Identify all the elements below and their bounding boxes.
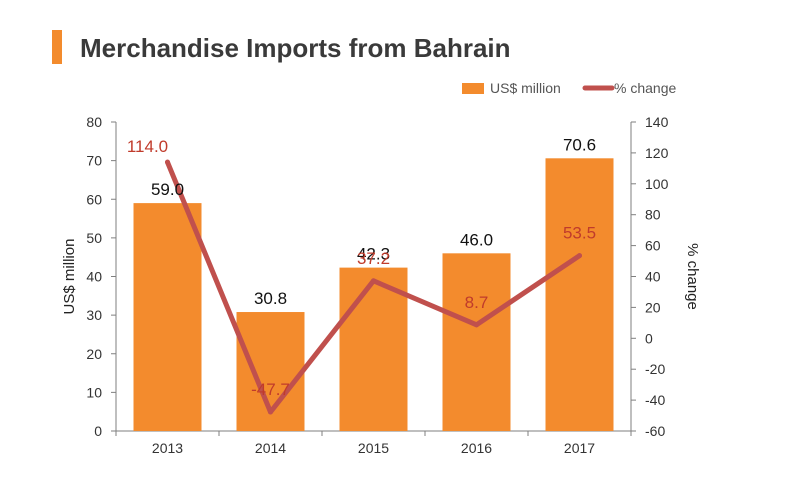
legend-line-label: % change xyxy=(614,80,676,96)
right-tick-label: -20 xyxy=(645,361,665,377)
line-point-2016 xyxy=(474,322,479,328)
axes: 0 10 20 30 40 50 60 70 80 -60 -40 -20 0 20 40 60 80 100 12… xyxy=(61,114,701,456)
left-tick-label: 60 xyxy=(86,191,102,207)
bar-2015 xyxy=(339,267,408,431)
x-tick-label: 2015 xyxy=(358,440,389,456)
line-value-label: 114.0 xyxy=(127,137,168,156)
right-tick-label: 0 xyxy=(645,330,653,346)
left-tick-label: 10 xyxy=(86,384,102,400)
line-point-2015 xyxy=(371,278,376,284)
bar-2016 xyxy=(442,253,511,431)
left-tick-label: 70 xyxy=(86,153,102,169)
right-tick-label: 140 xyxy=(645,114,669,130)
bar-2017 xyxy=(545,158,614,431)
bar-value-label: 46.0 xyxy=(460,230,493,249)
left-tick-label: 80 xyxy=(86,114,102,130)
legend: US$ million % change xyxy=(462,80,676,96)
data-labels: 59.0 30.8 42.3 46.0 70.6 114.0 -47.7 37.2 8.7 53.… xyxy=(127,135,596,399)
right-tick-label: 120 xyxy=(645,145,669,161)
left-tick-label: 0 xyxy=(94,423,102,439)
y2-axis-title: % change xyxy=(684,243,701,310)
x-tick-label: 2014 xyxy=(255,440,286,456)
x-tick-label: 2016 xyxy=(461,440,492,456)
x-tick-label: 2013 xyxy=(152,440,183,456)
chart-title: Merchandise Imports from Bahrain xyxy=(80,33,511,63)
x-tick-label: 2017 xyxy=(564,440,595,456)
legend-bar-swatch xyxy=(462,83,484,94)
right-tick-label: 100 xyxy=(645,176,669,192)
right-tick-label: 80 xyxy=(645,207,661,223)
line-value-label: -47.7 xyxy=(251,380,290,399)
bar-2013 xyxy=(133,203,202,431)
line-series xyxy=(165,159,582,415)
y-axis-title: US$ million xyxy=(61,239,78,315)
left-tick-label: 30 xyxy=(86,307,102,323)
line-value-label: 37.2 xyxy=(357,249,390,268)
bar-series xyxy=(133,158,614,431)
right-tick-label: -40 xyxy=(645,392,665,408)
right-tick-label: 20 xyxy=(645,299,661,315)
title-accent-bar xyxy=(52,30,62,64)
right-tick-label: 60 xyxy=(645,238,661,254)
bar-value-label: 30.8 xyxy=(254,289,287,308)
bar-value-label: 59.0 xyxy=(151,180,184,199)
left-tick-label: 20 xyxy=(86,346,102,362)
left-tick-label: 50 xyxy=(86,230,102,246)
line-value-label: 53.5 xyxy=(563,224,596,243)
line-point-2014 xyxy=(268,409,273,415)
right-tick-label: -60 xyxy=(645,423,665,439)
line-point-2017 xyxy=(577,253,582,259)
legend-bar-label: US$ million xyxy=(490,80,561,96)
line-value-label: 8.7 xyxy=(465,293,489,312)
bar-value-label: 70.6 xyxy=(563,135,596,154)
left-tick-label: 40 xyxy=(86,269,102,285)
right-tick-label: 40 xyxy=(645,269,661,285)
line-point-2013 xyxy=(165,159,170,165)
bar-value-label: 42.3 xyxy=(357,245,390,264)
